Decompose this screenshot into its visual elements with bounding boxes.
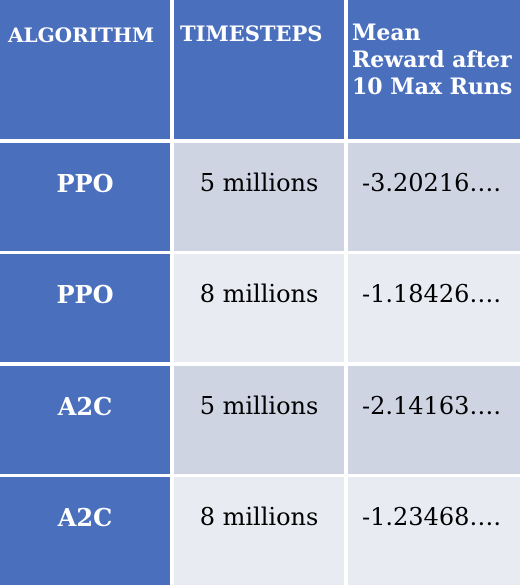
row-1-algorithm: PPO bbox=[0, 143, 170, 251]
row-2-timesteps: 8 millions bbox=[174, 254, 344, 362]
row-4-timesteps: 8 millions bbox=[174, 477, 344, 585]
row-4-algorithm: A2C bbox=[0, 477, 170, 585]
header-algorithm: ALGORITHM bbox=[0, 0, 170, 139]
row-1-timesteps: 5 millions bbox=[174, 143, 344, 251]
row-1-mean-reward: -3.20216…. bbox=[348, 143, 520, 251]
row-2-mean-reward: -1.18426…. bbox=[348, 254, 520, 362]
header-mean-reward: Mean Reward after 10 Max Runs bbox=[348, 0, 520, 139]
header-timesteps: TIMESTEPS bbox=[174, 0, 344, 139]
row-3-mean-reward: -2.14163…. bbox=[348, 366, 520, 474]
row-4-mean-reward: -1.23468…. bbox=[348, 477, 520, 585]
row-3-timesteps: 5 millions bbox=[174, 366, 344, 474]
row-2-algorithm: PPO bbox=[0, 254, 170, 362]
row-3-algorithm: A2C bbox=[0, 366, 170, 474]
